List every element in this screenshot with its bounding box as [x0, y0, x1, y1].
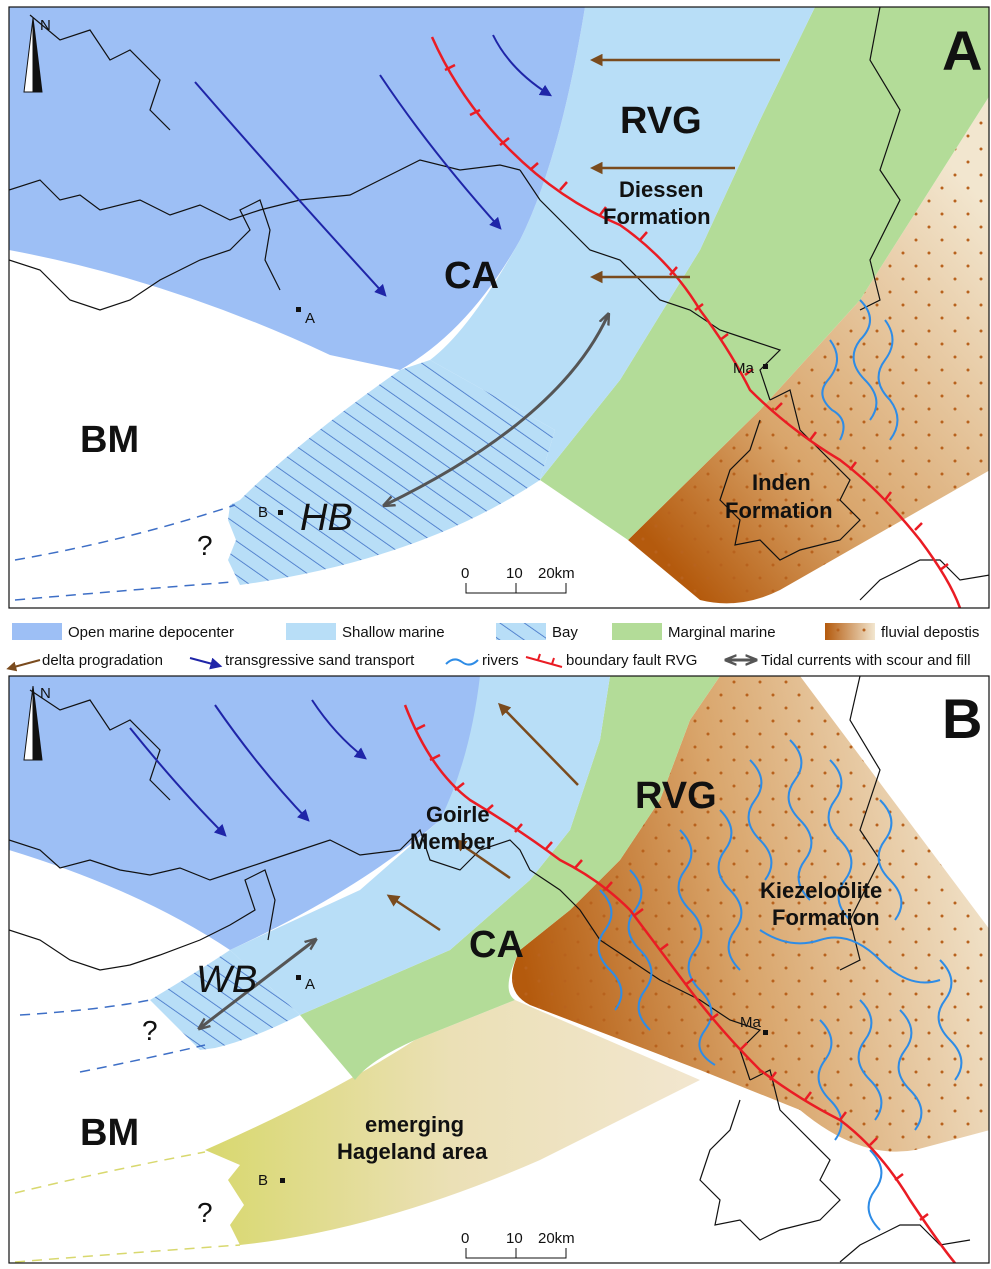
hageland-area: [205, 1000, 700, 1245]
site-marker-b: [278, 510, 283, 515]
site-marker-b: [280, 1178, 285, 1183]
hb-label: HB: [300, 497, 353, 539]
scale-bar: 0 10 20km: [461, 1230, 575, 1259]
legend-shallow-marine: Shallow marine: [342, 624, 445, 641]
political-borders: [9, 7, 989, 601]
scale-tick-20: 20km: [538, 565, 575, 582]
legend: Open marine depocenter Shallow marine Ba…: [6, 623, 979, 672]
site-label-ma: Ma: [740, 1014, 761, 1031]
transgressive-sand-transport: [129, 699, 367, 837]
north-arrow: N: [23, 685, 51, 761]
boundary-fault-rvg: [430, 36, 962, 608]
legend-fluvial: fluvial depostis: [881, 624, 979, 641]
transgressive-sand-transport: [194, 34, 553, 297]
kiezel-label-line1: Kiezeloölite: [760, 878, 882, 903]
scale-bar: 0 10 20km: [461, 565, 575, 594]
legend-bay: Bay: [552, 624, 578, 641]
legend-delta: delta progradation: [42, 652, 163, 669]
site-label-b: B: [258, 1172, 268, 1189]
diessen-label-line1: Diessen: [619, 177, 703, 202]
marginal-marine-area: [300, 676, 720, 1080]
marginal-marine-area: [540, 7, 989, 540]
panel-letter-b: B: [942, 687, 982, 750]
question-mark: ?: [142, 1015, 158, 1046]
legend-symbol-rivers: [445, 658, 479, 666]
legend-symbol-delta: [6, 659, 41, 672]
site-marker-ma: [763, 1030, 768, 1035]
legend-transgressive: transgressive sand transport: [225, 652, 415, 669]
panel-a-frame: [8, 6, 990, 609]
panel-letter-a: A: [942, 19, 982, 82]
kiezel-label-line2: Formation: [772, 905, 880, 930]
fluvial-deposits-dots: [628, 96, 989, 604]
rvg-label: RVG: [635, 775, 717, 817]
legend-tidal: Tidal currents with scour and fill: [761, 652, 971, 669]
north-arrow: N: [23, 17, 51, 93]
panel-a: N A B Ma RVG CA BM HB Diessen Formation …: [9, 7, 989, 608]
boundary-fault-rvg: [403, 704, 956, 1263]
legend-symbol-fault: [525, 653, 563, 668]
legend-marginal-marine: Marginal marine: [668, 624, 776, 641]
legend-rivers: rivers: [482, 652, 519, 669]
goirle-label-line1: Goirle: [426, 802, 490, 827]
tidal-current-arrow: [200, 940, 315, 1028]
scale-tick-0: 0: [461, 1230, 469, 1247]
legend-swatch-marginal-marine: [612, 623, 662, 640]
north-label: N: [40, 17, 51, 34]
rivers: [597, 739, 963, 1231]
delta-progradation: [386, 702, 579, 932]
legend-swatch-bay: [496, 623, 546, 640]
legend-symbol-transgressive: [189, 657, 223, 670]
site-label-a: A: [305, 976, 315, 993]
question-mark: ?: [197, 530, 213, 561]
site-label-a: A: [305, 310, 315, 327]
scale-tick-10: 10: [506, 1230, 523, 1247]
political-borders: [9, 676, 971, 1263]
legend-swatch-fluvial-dots: [825, 623, 875, 640]
legend-swatch-open-marine: [12, 623, 62, 640]
open-marine-area: [9, 7, 585, 370]
north-label: N: [40, 685, 51, 702]
scale-tick-20: 20km: [538, 1230, 575, 1247]
hageland-label-line1: emerging: [365, 1112, 464, 1137]
legend-open-marine: Open marine depocenter: [68, 624, 234, 641]
scale-tick-10: 10: [506, 565, 523, 582]
inden-label-line2: Formation: [725, 498, 833, 523]
ca-label: CA: [444, 255, 499, 297]
question-mark: ?: [197, 1197, 213, 1228]
dashed-coastline: [14, 1151, 206, 1194]
dashed-coastline: [14, 1244, 241, 1263]
site-label-b: B: [258, 504, 268, 521]
ca-label: CA: [469, 924, 524, 966]
rivers: [821, 299, 899, 441]
site-marker-a: [296, 975, 301, 980]
legend-fault: boundary fault RVG: [566, 652, 697, 669]
delta-progradation: [590, 53, 780, 284]
tidal-current-arrow: [385, 315, 608, 505]
hageland-label-line2: Hageland area: [337, 1139, 488, 1164]
goirle-label-line2: Member: [410, 829, 495, 854]
panel-b: N A B Ma RVG CA BM WB Goirle Member Kiez…: [9, 676, 989, 1263]
panel-b-frame: [8, 675, 990, 1264]
open-marine-area: [9, 676, 480, 950]
scale-tick-0: 0: [461, 565, 469, 582]
site-marker-a: [296, 307, 301, 312]
legend-swatch-shallow-marine: [286, 623, 336, 640]
dashed-coastline: [19, 999, 151, 1016]
bm-label: BM: [80, 1112, 139, 1154]
rvg-label: RVG: [620, 100, 702, 142]
site-label-ma: Ma: [733, 360, 754, 377]
inden-label-line1: Inden: [752, 470, 811, 495]
bm-label: BM: [80, 419, 139, 461]
dashed-coastline: [14, 581, 233, 601]
wb-label: WB: [196, 959, 257, 1001]
diessen-label-line2: Formation: [603, 204, 711, 229]
site-marker-ma: [763, 364, 768, 369]
shallow-marine-area: [230, 676, 610, 1015]
